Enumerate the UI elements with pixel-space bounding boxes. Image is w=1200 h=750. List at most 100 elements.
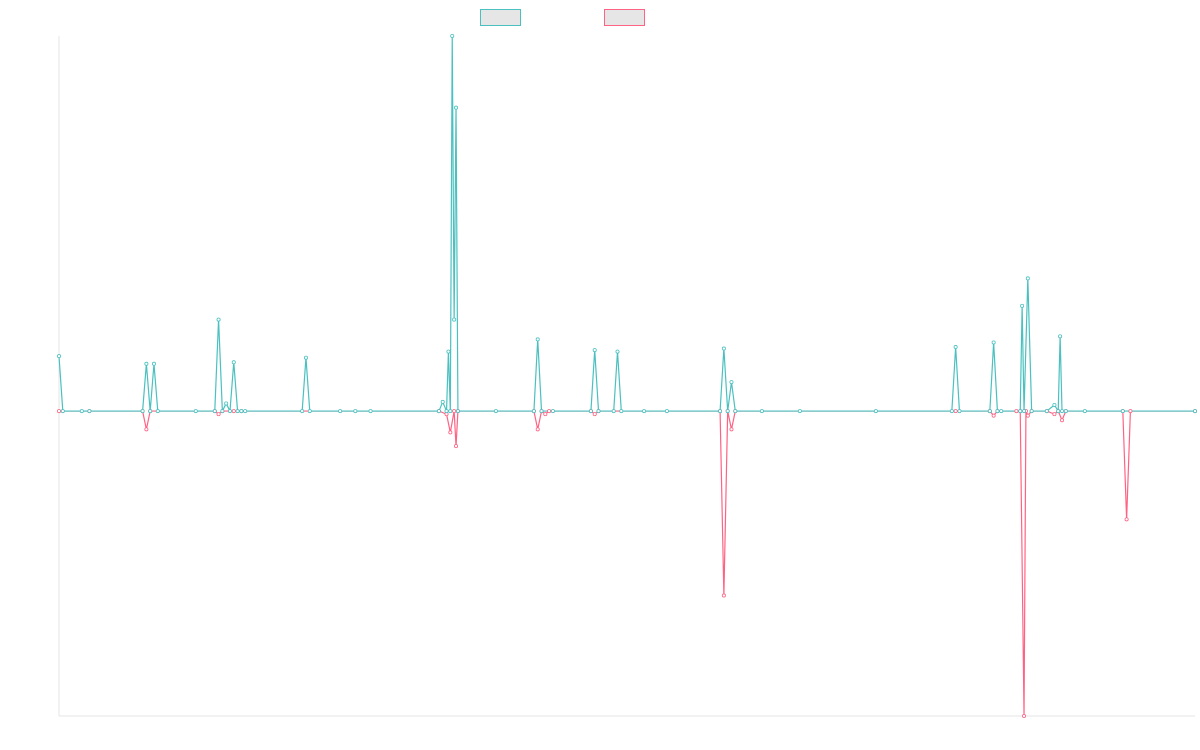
data-point[interactable] xyxy=(1128,409,1133,414)
data-point[interactable] xyxy=(224,401,229,406)
data-point[interactable] xyxy=(220,409,225,414)
data-point[interactable] xyxy=(1025,413,1030,418)
data-point[interactable] xyxy=(797,409,802,414)
data-point[interactable] xyxy=(212,409,217,414)
data-point[interactable] xyxy=(1022,409,1027,414)
data-point[interactable] xyxy=(79,409,84,414)
data-point[interactable] xyxy=(718,409,723,414)
data-point[interactable] xyxy=(664,409,669,414)
data-point[interactable] xyxy=(949,409,954,414)
data-point[interactable] xyxy=(1052,402,1057,407)
data-point[interactable] xyxy=(550,409,555,414)
data-point[interactable] xyxy=(1044,409,1049,414)
data-point[interactable] xyxy=(57,409,62,414)
data-point[interactable] xyxy=(243,409,248,414)
data-point[interactable] xyxy=(592,412,597,417)
data-point[interactable] xyxy=(231,409,236,414)
data-point[interactable] xyxy=(87,409,92,414)
data-point[interactable] xyxy=(450,34,455,39)
data-point[interactable] xyxy=(148,409,153,414)
data-point[interactable] xyxy=(493,409,498,414)
data-point[interactable] xyxy=(144,361,149,366)
data-point[interactable] xyxy=(1060,418,1065,423)
data-point[interactable] xyxy=(547,409,552,414)
data-point[interactable] xyxy=(1060,409,1065,414)
data-point[interactable] xyxy=(539,409,544,414)
data-point[interactable] xyxy=(436,409,441,414)
data-point[interactable] xyxy=(642,409,647,414)
data-point[interactable] xyxy=(721,346,726,351)
data-point[interactable] xyxy=(1058,334,1063,339)
data-point[interactable] xyxy=(446,349,451,354)
data-point[interactable] xyxy=(535,427,540,432)
data-point[interactable] xyxy=(991,340,996,345)
data-point[interactable] xyxy=(452,409,457,414)
data-point[interactable] xyxy=(1063,409,1068,414)
data-point[interactable] xyxy=(227,409,232,414)
data-point[interactable] xyxy=(193,409,198,414)
data-point[interactable] xyxy=(455,409,460,414)
data-point[interactable] xyxy=(57,354,62,359)
data-point[interactable] xyxy=(448,409,453,414)
data-point[interactable] xyxy=(1124,517,1129,522)
data-point[interactable] xyxy=(611,409,616,414)
data-point[interactable] xyxy=(454,444,459,449)
data-point[interactable] xyxy=(452,317,457,322)
data-point[interactable] xyxy=(1193,409,1198,414)
data-point[interactable] xyxy=(454,105,459,110)
data-point[interactable] xyxy=(307,409,312,414)
data-point[interactable] xyxy=(729,380,734,385)
data-point[interactable] xyxy=(368,409,373,414)
legend-swatch-series-2[interactable] xyxy=(604,9,645,26)
data-point[interactable] xyxy=(615,349,620,354)
data-point[interactable] xyxy=(1120,409,1125,414)
data-point[interactable] xyxy=(999,409,1004,414)
data-point[interactable] xyxy=(239,409,244,414)
data-point[interactable] xyxy=(440,399,445,404)
data-point[interactable] xyxy=(1014,409,1019,414)
data-point[interactable] xyxy=(592,348,597,353)
data-point[interactable] xyxy=(995,409,1000,414)
data-point[interactable] xyxy=(1018,409,1023,414)
data-point[interactable] xyxy=(1022,714,1027,719)
data-point[interactable] xyxy=(448,430,453,435)
data-point[interactable] xyxy=(300,409,305,414)
data-point[interactable] xyxy=(231,360,236,365)
data-point[interactable] xyxy=(1056,409,1061,414)
data-point[interactable] xyxy=(140,409,145,414)
data-point[interactable] xyxy=(759,409,764,414)
data-point[interactable] xyxy=(531,409,536,414)
data-point[interactable] xyxy=(729,427,734,432)
data-point[interactable] xyxy=(725,409,730,414)
data-point[interactable] xyxy=(1052,412,1057,417)
data-point[interactable] xyxy=(733,409,738,414)
data-point[interactable] xyxy=(873,409,878,414)
data-point[interactable] xyxy=(588,409,593,414)
legend-swatch-series-1[interactable] xyxy=(480,9,521,26)
data-point[interactable] xyxy=(721,593,726,598)
data-point[interactable] xyxy=(596,409,601,414)
data-point[interactable] xyxy=(60,409,65,414)
data-point[interactable] xyxy=(155,409,160,414)
data-point[interactable] xyxy=(619,409,624,414)
data-point[interactable] xyxy=(1020,303,1025,308)
data-point[interactable] xyxy=(216,317,221,322)
data-point[interactable] xyxy=(953,345,958,350)
data-point[interactable] xyxy=(991,413,996,418)
data-point[interactable] xyxy=(144,427,149,432)
data-point[interactable] xyxy=(957,409,962,414)
data-point[interactable] xyxy=(987,409,992,414)
data-point[interactable] xyxy=(1029,409,1034,414)
data-point[interactable] xyxy=(543,412,548,417)
data-point[interactable] xyxy=(151,361,156,366)
data-point[interactable] xyxy=(303,355,308,360)
data-point[interactable] xyxy=(444,409,449,414)
data-point[interactable] xyxy=(1082,409,1087,414)
data-point[interactable] xyxy=(953,409,958,414)
data-point[interactable] xyxy=(216,412,221,417)
data-point[interactable] xyxy=(1025,276,1030,281)
data-point[interactable] xyxy=(535,337,540,342)
data-point[interactable] xyxy=(338,409,343,414)
data-point[interactable] xyxy=(235,409,240,414)
data-point[interactable] xyxy=(353,409,358,414)
